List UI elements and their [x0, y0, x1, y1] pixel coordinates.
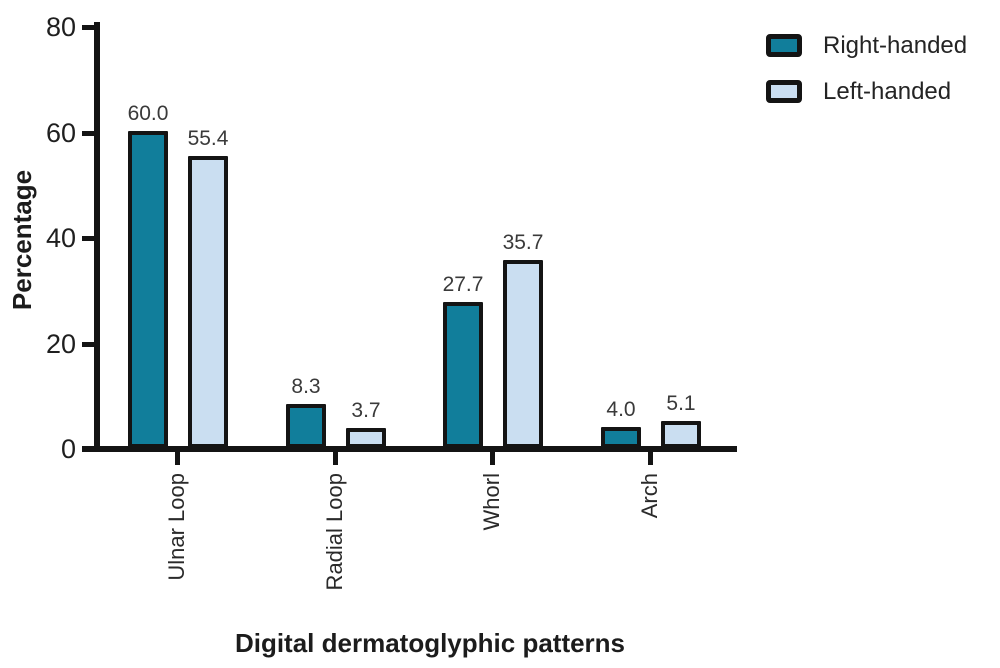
bar-value-label: 8.3	[291, 375, 321, 398]
bar-value-label: 3.7	[351, 399, 381, 422]
y-tick-label: 60	[45, 118, 76, 148]
bar-left-handed-whorl	[503, 260, 543, 448]
x-tick	[490, 452, 495, 465]
y-tick	[82, 342, 94, 347]
bar-value-label: 55.4	[187, 127, 229, 150]
x-category-label-radial-loop: Radial Loop	[322, 473, 347, 591]
y-tick-label: 0	[60, 434, 76, 464]
bar-right-handed-whorl	[443, 302, 483, 448]
bar-value-label: 4.0	[606, 398, 636, 421]
bar-value-label: 5.1	[666, 392, 696, 415]
y-tick-label: 20	[45, 329, 76, 359]
bar-right-handed-arch	[601, 427, 641, 448]
y-tick	[82, 447, 94, 452]
y-tick	[82, 25, 94, 30]
y-tick-label: 40	[45, 223, 76, 253]
bar-right-handed-ulnar-loop	[128, 131, 168, 448]
bar-left-handed-radial-loop	[346, 428, 386, 448]
legend: Right-handed Left-handed	[766, 31, 968, 125]
x-category-label-ulnar-loop: Ulnar Loop	[164, 473, 189, 581]
legend-label: Right-handed	[823, 31, 968, 59]
y-tick-label: 80	[45, 12, 76, 42]
y-axis-line	[94, 22, 100, 452]
bar-value-label: 35.7	[502, 231, 544, 254]
x-category-label-whorl: Whorl	[479, 473, 504, 531]
y-tick	[82, 131, 94, 136]
x-axis-title: Digital dermatoglyphic patterns	[234, 628, 626, 658]
legend-swatch-left-handed	[766, 80, 802, 103]
bar-value-label: 60.0	[127, 102, 169, 125]
bar-right-handed-radial-loop	[286, 404, 326, 448]
legend-item-right-handed: Right-handed	[766, 31, 968, 59]
x-tick	[333, 452, 338, 465]
legend-label: Left-handed	[823, 77, 952, 105]
x-category-label-arch: Arch	[637, 473, 662, 519]
x-tick	[175, 452, 180, 465]
x-tick	[648, 452, 653, 465]
legend-swatch-right-handed	[766, 34, 802, 57]
bar-left-handed-arch	[661, 421, 701, 448]
y-tick	[82, 236, 94, 241]
legend-item-left-handed: Left-handed	[766, 77, 967, 105]
x-axis-line	[82, 446, 737, 452]
bar-value-label: 27.7	[442, 273, 484, 296]
bar-left-handed-ulnar-loop	[188, 156, 228, 448]
